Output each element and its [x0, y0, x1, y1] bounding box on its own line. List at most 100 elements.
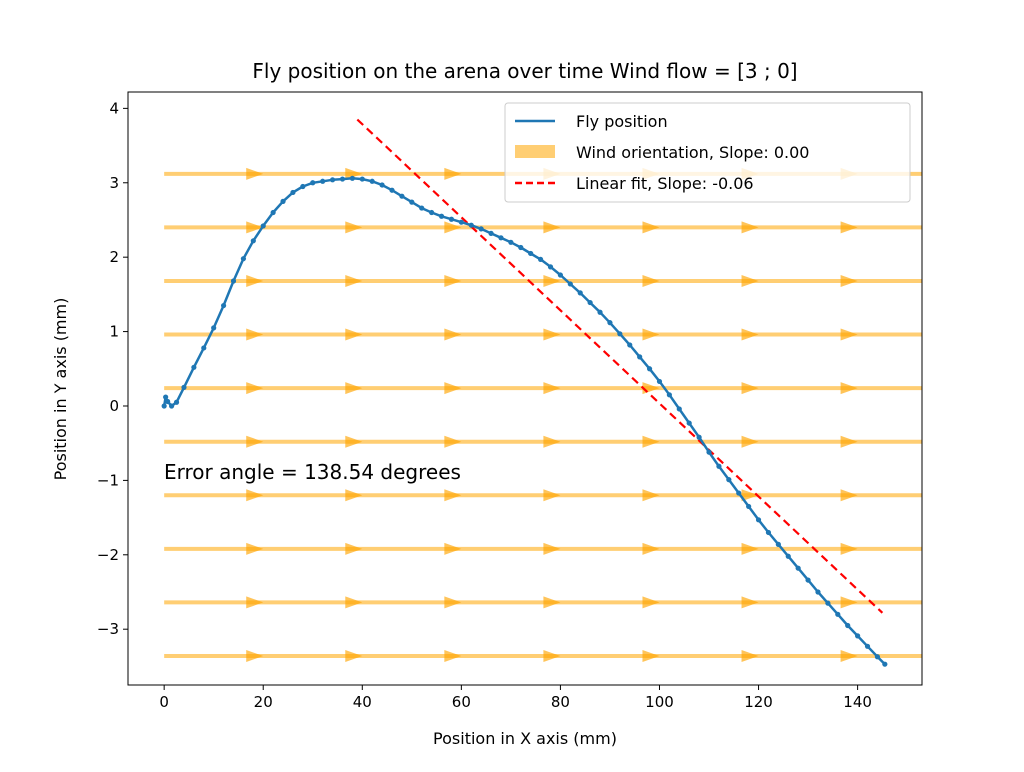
linear-fit-line — [356, 118, 884, 614]
fly-position-point — [518, 244, 524, 251]
wind-arrow — [246, 542, 264, 555]
wind-arrow — [543, 274, 561, 287]
wind-arrow — [543, 542, 561, 555]
x-tick-label: 20 — [254, 693, 273, 711]
fly-position-point — [300, 183, 306, 190]
wind-arrow — [642, 596, 660, 609]
wind-arrow — [741, 649, 759, 662]
plot-frame — [127, 91, 923, 686]
fly-position-point — [557, 272, 564, 278]
fly-position-point — [165, 398, 171, 405]
wind-arrow — [246, 596, 264, 609]
fly-position-point — [161, 403, 167, 409]
fly-position-point — [567, 281, 573, 287]
wind-arrow — [840, 435, 858, 448]
fly-position-point — [438, 213, 445, 219]
wind-arrow — [543, 489, 561, 502]
wind-arrow — [345, 382, 363, 395]
wind-arrow — [741, 221, 759, 234]
x-tick-label: 60 — [452, 693, 471, 711]
fly-position-point — [369, 178, 375, 184]
fly-position-point — [538, 256, 544, 263]
wind-arrow — [246, 328, 264, 341]
wind-arrow — [246, 221, 264, 234]
wind-arrow — [543, 435, 561, 448]
wind-arrow — [642, 435, 660, 448]
wind-arrow — [345, 435, 363, 448]
wind-arrow — [642, 649, 660, 662]
wind-arrow — [345, 328, 363, 341]
wind-arrow — [543, 221, 561, 234]
fly-position-point — [775, 541, 781, 547]
fly-position-point — [478, 226, 484, 232]
fly-position-point — [726, 477, 732, 483]
wind-arrow — [345, 542, 363, 555]
fly-position-point — [329, 177, 336, 183]
wind-arrow — [741, 489, 759, 502]
wind-arrow — [345, 649, 363, 662]
chart-title: Fly position on the arena over time Wind… — [252, 59, 797, 83]
x-tick-label: 0 — [159, 693, 169, 711]
wind-arrow — [741, 274, 759, 287]
y-tick-label: 1 — [109, 323, 119, 341]
y-axis-label: Position in Y axis (mm) — [51, 298, 70, 481]
fly-position-point — [835, 611, 841, 617]
fly-position-point — [627, 342, 633, 348]
wind-arrow — [246, 167, 264, 180]
legend-wind-swatch — [515, 145, 555, 158]
fly-position-point — [607, 320, 613, 326]
fly-position-point — [201, 345, 207, 351]
wind-arrow — [543, 649, 561, 662]
fly-position-point — [855, 633, 861, 639]
y-tick-label: 4 — [109, 99, 119, 117]
fly-position-point — [617, 331, 623, 337]
fly-position-point — [637, 354, 643, 360]
wind-arrow — [543, 596, 561, 609]
fly-position-point — [696, 434, 702, 440]
fly-position-point — [230, 278, 237, 284]
wind-field — [164, 167, 922, 662]
fly-position-point — [716, 463, 722, 469]
fly-position-point — [815, 589, 821, 595]
fly-position-point — [547, 264, 554, 270]
fly-position-point — [676, 406, 682, 412]
wind-arrow — [840, 489, 858, 502]
fly-position-point — [597, 309, 603, 315]
wind-arrow — [345, 221, 363, 234]
fly-position-point — [805, 577, 811, 583]
wind-arrow — [642, 542, 660, 555]
wind-arrow — [741, 596, 759, 609]
fly-position-point — [468, 222, 474, 228]
fly-position-point — [845, 622, 851, 629]
y-axis-ticks: −3 −2 −1 0 1 2 3 4 — [97, 99, 128, 638]
y-tick-label: −1 — [97, 471, 119, 489]
wind-arrow — [444, 221, 462, 234]
wind-arrow — [840, 382, 858, 395]
fly-position-point — [270, 209, 276, 216]
wind-arrow — [345, 167, 363, 180]
wind-arrow — [444, 489, 462, 502]
wind-arrow — [840, 596, 858, 609]
wind-arrow — [741, 382, 759, 395]
wind-arrow — [741, 542, 759, 555]
wind-arrow — [840, 274, 858, 287]
wind-arrow — [642, 274, 660, 287]
wind-arrow — [345, 489, 363, 502]
legend: Fly position Wind orientation, Slope: 0.… — [504, 102, 911, 203]
y-tick-label: −2 — [97, 546, 119, 564]
y-tick-label: −3 — [97, 620, 119, 638]
x-tick-label: 80 — [551, 693, 570, 711]
fly-position-point — [458, 219, 464, 225]
fly-position-point — [498, 235, 504, 241]
fly-position-point — [736, 490, 742, 496]
wind-arrow — [444, 382, 462, 395]
fly-position-point — [765, 529, 772, 536]
wind-arrow — [444, 435, 462, 448]
fly-position-point — [646, 366, 653, 372]
wind-arrow — [642, 221, 660, 234]
fly-position-point — [181, 384, 187, 390]
wind-arrow — [543, 382, 561, 395]
y-tick-label: 3 — [109, 174, 119, 192]
